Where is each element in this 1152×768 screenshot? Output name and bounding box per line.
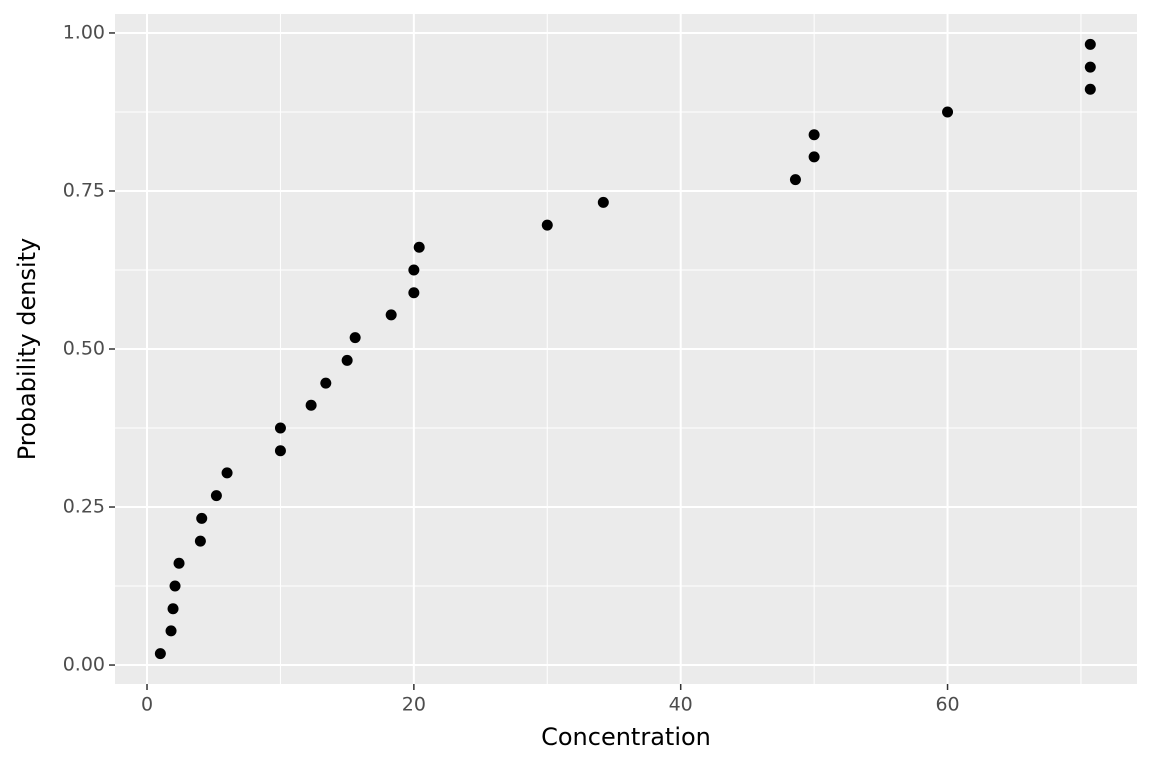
x-axis-title: Concentration <box>541 723 711 751</box>
point <box>274 445 286 457</box>
y-axis-title: Probability density <box>13 238 41 461</box>
x-tick-label: 20 <box>402 694 426 716</box>
point <box>173 557 185 569</box>
point <box>385 309 397 321</box>
points <box>154 38 1096 660</box>
point <box>808 151 820 163</box>
point <box>341 354 353 366</box>
point <box>1084 83 1096 95</box>
x-tick-label: 60 <box>935 694 959 716</box>
y-tick-label: 0.00 <box>63 654 105 676</box>
point <box>167 603 179 615</box>
y-tick-label: 0.50 <box>63 338 105 360</box>
point <box>320 377 332 389</box>
point <box>221 467 233 479</box>
point <box>194 535 206 547</box>
y-tick-label: 0.75 <box>63 179 105 201</box>
grid <box>115 14 1137 684</box>
point <box>210 490 222 502</box>
point <box>408 264 420 276</box>
y-tick-label: 0.25 <box>63 496 105 518</box>
point <box>413 241 425 253</box>
point <box>942 106 954 118</box>
point <box>597 196 609 208</box>
point <box>1084 61 1096 73</box>
point <box>541 219 553 231</box>
point <box>1084 38 1096 50</box>
point <box>408 287 420 299</box>
point <box>165 625 177 637</box>
x-tick-label: 0 <box>141 694 153 716</box>
point <box>808 129 820 141</box>
y-tick-label: 1.00 <box>63 21 105 43</box>
point <box>274 422 286 434</box>
point <box>154 648 166 660</box>
x-tick-label: 40 <box>669 694 693 716</box>
point <box>305 399 317 411</box>
point <box>789 174 801 186</box>
point <box>349 332 361 344</box>
point <box>169 580 181 592</box>
point <box>196 512 208 524</box>
